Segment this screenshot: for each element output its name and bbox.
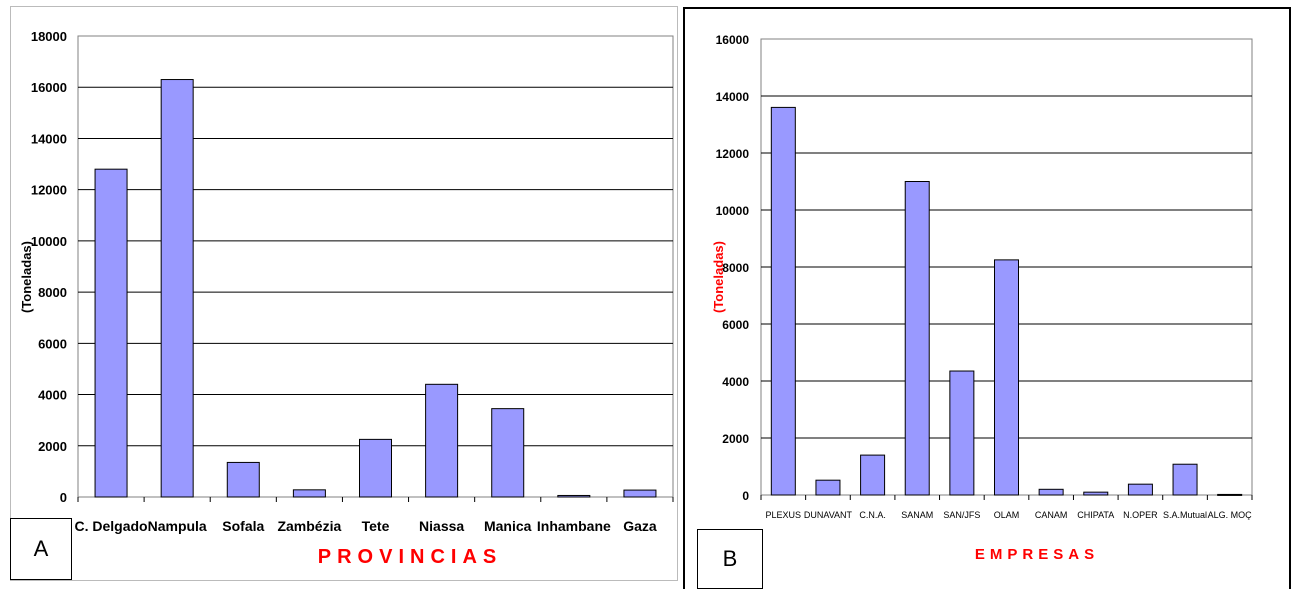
- bar: [904, 181, 930, 496]
- category-label: Manica: [484, 518, 532, 534]
- y-tick-label: 0: [742, 489, 749, 503]
- bar: [557, 494, 591, 498]
- bar: [425, 383, 459, 498]
- category-label: PLEXUS: [766, 510, 802, 520]
- category-label: C.N.A.: [859, 510, 886, 520]
- bar: [1127, 483, 1153, 496]
- bar: [94, 168, 128, 498]
- category-label: Gaza: [623, 518, 657, 534]
- y-axis-label: (Toneladas): [19, 241, 34, 313]
- bar: [1217, 493, 1243, 496]
- category-label: Niassa: [419, 518, 464, 534]
- category-label: Tete: [362, 518, 390, 534]
- x-axis-label: PROVINCIAS: [318, 546, 502, 568]
- category-label: CANAM: [1035, 510, 1068, 520]
- bar: [1083, 491, 1109, 496]
- bar: [949, 370, 975, 496]
- bar: [160, 79, 194, 498]
- panel-a-frame: [10, 6, 678, 581]
- bar: [359, 438, 392, 498]
- bar: [994, 259, 1019, 496]
- bar: [226, 461, 260, 498]
- y-axis-label: (Toneladas): [711, 241, 726, 313]
- chart-empresas: 0 2000 4000 6000 8000 10000 12000 14000 16000 PLE…: [711, 33, 1253, 563]
- bar: [1038, 488, 1064, 496]
- y-tick-label: 6000: [38, 336, 67, 351]
- y-tick-label: 2000: [722, 432, 749, 446]
- bar: [623, 489, 657, 498]
- y-tick-label: 12000: [716, 147, 750, 161]
- category-label: SANAM: [901, 510, 933, 520]
- category-label: Sofala: [222, 518, 264, 534]
- x-axis-label: EMPRESAS: [975, 546, 1099, 563]
- chart-provincias: 0 2000 4000 6000 8000 10000 12000 14000 16000 180…: [19, 29, 674, 568]
- y-tick-label: 16000: [31, 80, 67, 95]
- category-label: DUNAVANT: [804, 510, 853, 520]
- y-tick-label: 14000: [716, 90, 750, 104]
- bar: [860, 454, 886, 496]
- category-label: ALG. MOÇ: [1208, 510, 1253, 520]
- y-tick-label: 4000: [722, 375, 749, 389]
- y-tick-label: 6000: [722, 318, 749, 332]
- bar: [770, 106, 796, 496]
- category-label: CHIPATA: [1077, 510, 1114, 520]
- category-label: OLAM: [994, 510, 1020, 520]
- y-tick-label: 10000: [31, 234, 67, 249]
- category-label: C. Delgado: [74, 518, 147, 534]
- y-tick-label: 18000: [31, 29, 67, 44]
- panel-b-label: B: [697, 529, 763, 589]
- panel-b-frame: [683, 7, 1291, 589]
- y-tick-label: 8000: [722, 261, 749, 275]
- y-tick-label: 16000: [716, 33, 750, 47]
- panel-a-label: A: [10, 518, 72, 580]
- category-label: Zambézia: [277, 518, 341, 534]
- y-tick-label: 2000: [38, 439, 67, 454]
- y-tick-label: 8000: [38, 285, 67, 300]
- y-tick-label: 0: [60, 490, 67, 505]
- bar: [815, 479, 841, 496]
- y-tick-label: 4000: [38, 388, 67, 403]
- y-tick-label: 14000: [31, 131, 67, 146]
- category-label: N.OPER: [1123, 510, 1158, 520]
- y-tick-label: 12000: [31, 183, 67, 198]
- y-tick-label: 10000: [716, 204, 750, 218]
- category-label: Inhambane: [537, 518, 611, 534]
- bar: [292, 489, 326, 498]
- bar: [1172, 463, 1198, 496]
- bar: [491, 408, 525, 498]
- category-label: Nampula: [148, 518, 207, 534]
- category-label: SAN/JFS: [943, 510, 980, 520]
- category-label: S.A.Mutual: [1163, 510, 1207, 520]
